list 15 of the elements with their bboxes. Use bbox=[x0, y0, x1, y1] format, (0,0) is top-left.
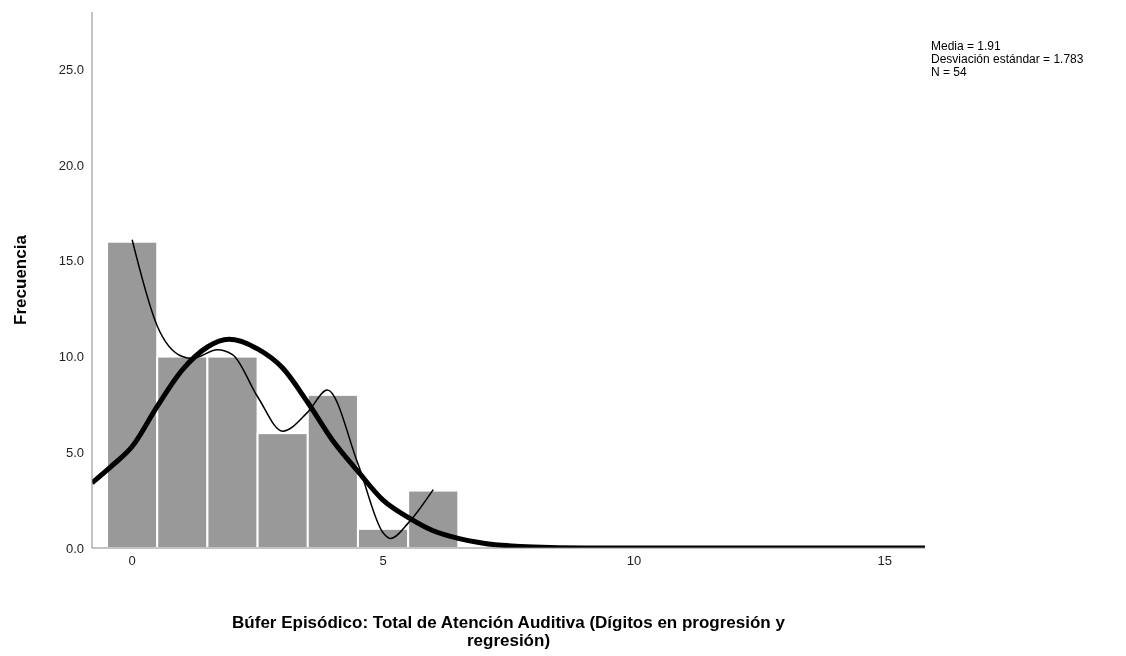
y-tick-label: 0.0 bbox=[65, 540, 84, 556]
y-axis-title: Frecuencia bbox=[11, 234, 31, 325]
x-tick-label: 15 bbox=[877, 553, 893, 569]
text: Desviación estándar = 1.783 bbox=[931, 52, 1084, 66]
x-tick-label: 5 bbox=[379, 553, 387, 569]
y-tick-label: 10.0 bbox=[58, 349, 84, 365]
x-tick-label: 10 bbox=[626, 553, 642, 569]
y-tick-label: 20.0 bbox=[58, 157, 84, 173]
text: Media = 1.91 bbox=[931, 39, 1002, 53]
y-tick-label: 25.0 bbox=[58, 62, 84, 78]
y-tick-label: 15.0 bbox=[58, 253, 84, 269]
x-tick-label: 0 bbox=[128, 553, 136, 569]
y-tick-label: 5.0 bbox=[65, 444, 84, 460]
text: N = 54 bbox=[931, 65, 968, 79]
x-axis-title: Búfer Episódico: Total de Atención Auditiva (Dígitos en progresión y regresión) bbox=[231, 613, 786, 650]
